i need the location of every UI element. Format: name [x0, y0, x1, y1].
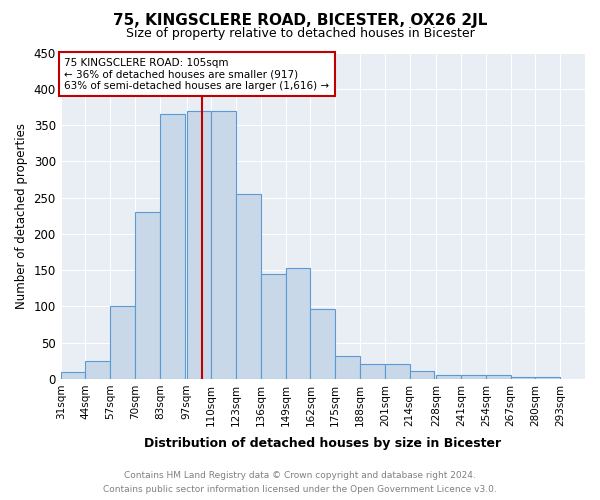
Bar [261, 274, 286, 379]
Bar [110, 306, 135, 379]
Bar [335, 356, 360, 379]
Text: Size of property relative to detached houses in Bicester: Size of property relative to detached ho… [125, 28, 475, 40]
Bar [61, 372, 85, 379]
Bar [187, 110, 211, 379]
Bar [286, 268, 310, 379]
Y-axis label: Number of detached properties: Number of detached properties [15, 122, 28, 308]
Bar [236, 194, 261, 379]
Bar [486, 376, 511, 379]
Text: Contains HM Land Registry data © Crown copyright and database right 2024.
Contai: Contains HM Land Registry data © Crown c… [103, 472, 497, 494]
Text: 75 KINGSCLERE ROAD: 105sqm
← 36% of detached houses are smaller (917)
63% of sem: 75 KINGSCLERE ROAD: 105sqm ← 36% of deta… [64, 58, 329, 91]
Bar [436, 374, 461, 379]
Text: 75, KINGSCLERE ROAD, BICESTER, OX26 2JL: 75, KINGSCLERE ROAD, BICESTER, OX26 2JL [113, 12, 487, 28]
Bar [461, 376, 486, 379]
Bar [385, 364, 410, 379]
Bar [535, 376, 560, 379]
Bar [511, 376, 535, 379]
Bar [310, 308, 335, 379]
X-axis label: Distribution of detached houses by size in Bicester: Distribution of detached houses by size … [144, 437, 502, 450]
Bar [410, 371, 434, 379]
Bar [360, 364, 385, 379]
Bar [160, 114, 185, 379]
Bar [211, 110, 236, 379]
Bar [85, 361, 110, 379]
Bar [135, 212, 160, 379]
